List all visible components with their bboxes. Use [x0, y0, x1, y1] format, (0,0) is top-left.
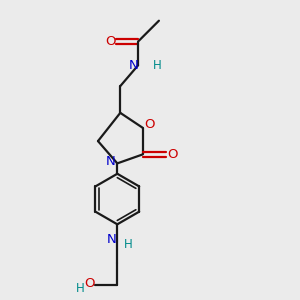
Text: H: H	[76, 282, 85, 295]
Text: H: H	[124, 238, 133, 251]
Text: O: O	[84, 277, 95, 290]
Text: N: N	[106, 155, 116, 168]
Text: O: O	[144, 118, 154, 131]
Text: O: O	[168, 148, 178, 161]
Text: N: N	[107, 233, 117, 246]
Text: N: N	[129, 59, 139, 72]
Text: O: O	[105, 35, 116, 48]
Text: H: H	[153, 59, 162, 72]
